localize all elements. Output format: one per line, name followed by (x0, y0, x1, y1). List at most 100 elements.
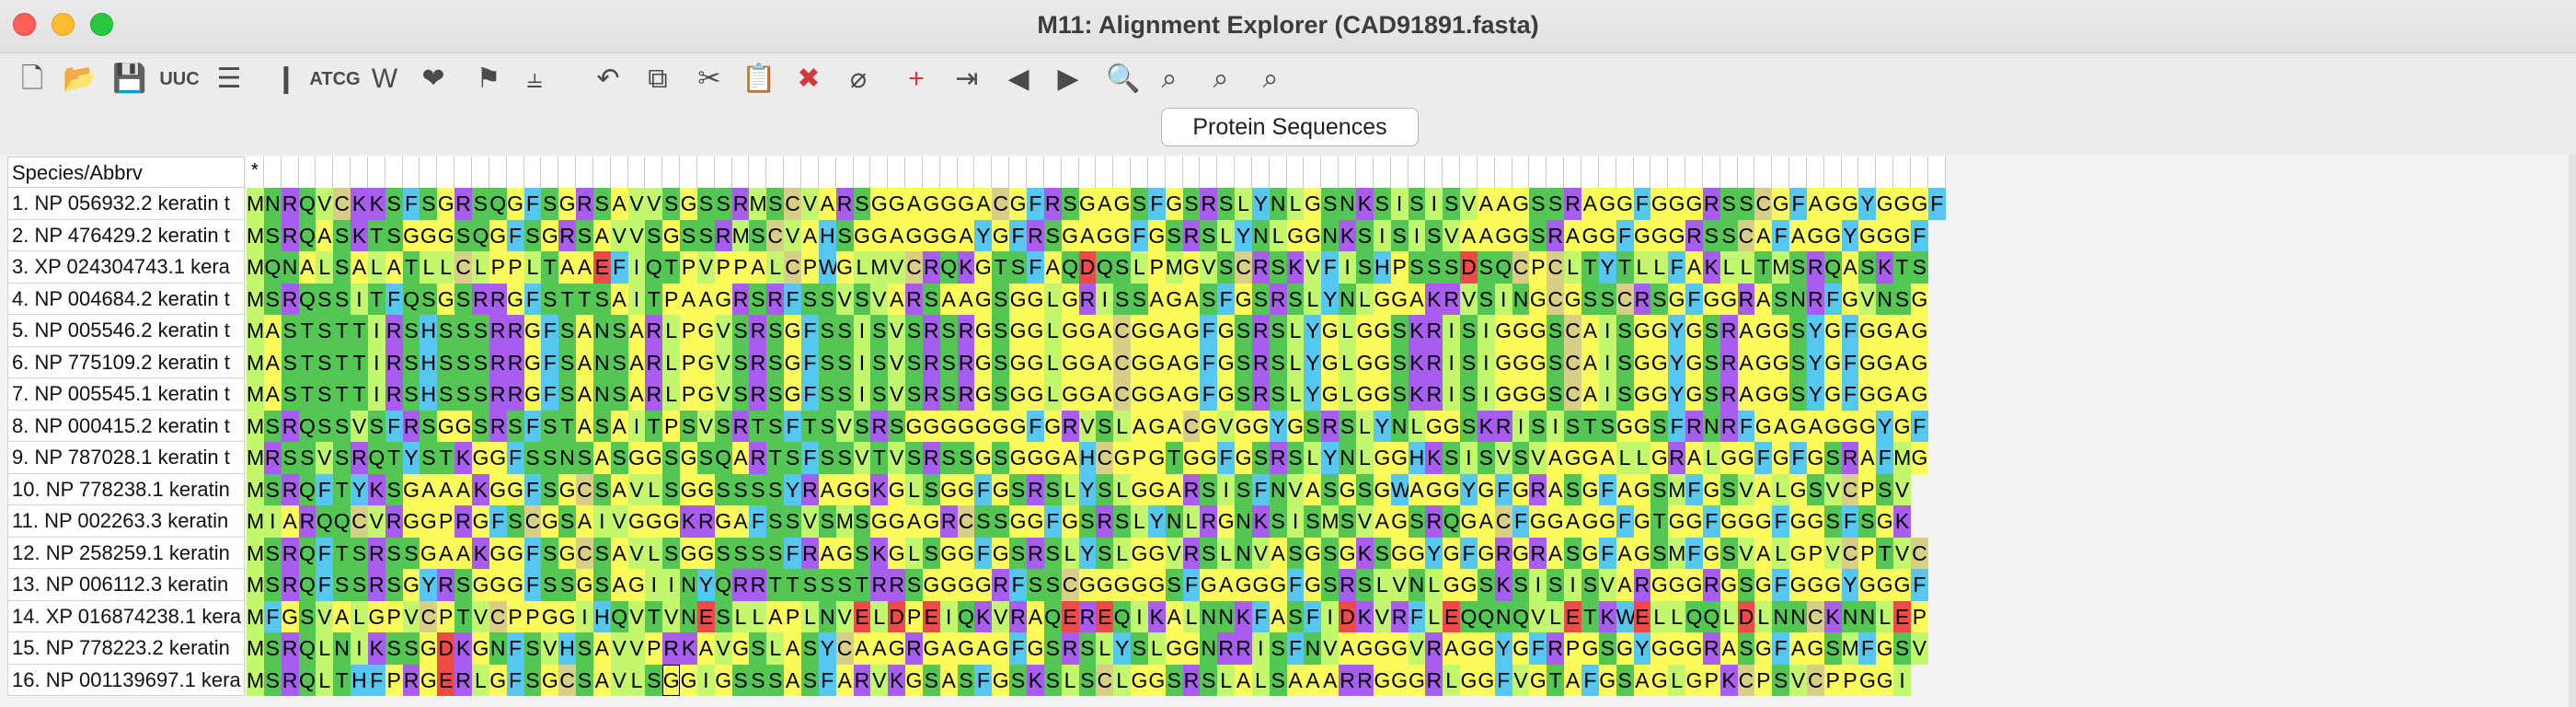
residue-cell[interactable]: G (576, 569, 593, 601)
residue-cell[interactable]: V (645, 188, 663, 220)
residue-cell[interactable]: G (1772, 442, 1790, 474)
residue-cell[interactable]: G (1858, 346, 1877, 378)
residue-cell[interactable]: Q (298, 473, 316, 505)
residue-cell[interactable]: S (1702, 346, 1720, 378)
residue-cell[interactable]: N (680, 600, 697, 632)
residue-cell[interactable]: L (1408, 410, 1426, 442)
residue-cell[interactable]: S (818, 505, 836, 538)
residue-cell[interactable]: S (1893, 632, 1911, 665)
residue-cell[interactable]: G (1078, 378, 1097, 411)
residue-cell[interactable]: C (1564, 378, 1581, 411)
residue-cell[interactable]: G (1165, 632, 1183, 665)
residue-cell[interactable]: F (1460, 537, 1478, 569)
residue-cell[interactable]: M (247, 537, 264, 569)
residue-cell[interactable]: S (1564, 410, 1581, 442)
residue-cell[interactable]: F (1789, 188, 1807, 220)
residue-cell[interactable]: G (1200, 410, 1218, 442)
residue-cell[interactable]: Q (298, 664, 316, 696)
residue-cell[interactable]: G (1460, 632, 1478, 665)
residue-cell[interactable]: G (1147, 315, 1166, 347)
residue-cell[interactable]: G (1737, 442, 1755, 474)
residue-cell[interactable]: S (558, 346, 577, 378)
residue-cell[interactable]: L (420, 251, 438, 284)
residue-cell[interactable]: L (1702, 442, 1720, 474)
residue-cell[interactable]: G (506, 283, 524, 315)
residue-cell[interactable]: C (1754, 188, 1773, 220)
species-name-row[interactable]: 15. NP 778223.2 keratin (7, 632, 245, 665)
residue-cell[interactable]: G (714, 283, 732, 315)
residue-cell[interactable]: Q (298, 219, 316, 251)
residue-cell[interactable]: C (1841, 473, 1859, 505)
residue-cell[interactable]: A (1147, 283, 1166, 315)
residue-cell[interactable]: A (1078, 219, 1097, 251)
residue-cell[interactable]: F (801, 346, 819, 378)
residue-cell[interactable]: G (1477, 632, 1495, 665)
residue-cell[interactable]: S (992, 283, 1010, 315)
residue-cell[interactable]: Y (1425, 537, 1443, 569)
residue-cell[interactable]: R (437, 569, 455, 601)
residue-cell[interactable]: S (263, 283, 282, 315)
residue-cell[interactable]: S (1078, 664, 1097, 696)
residue-cell[interactable]: G (1911, 442, 1928, 474)
residue-cell[interactable]: G (1165, 283, 1183, 315)
residue-cell[interactable]: G (784, 346, 801, 378)
residue-cell[interactable]: R (1251, 378, 1270, 411)
residue-cell[interactable]: Q (316, 505, 334, 538)
residue-cell[interactable]: V (1356, 505, 1374, 538)
residue-cell[interactable]: G (1147, 219, 1166, 251)
residue-cell[interactable]: S (870, 378, 889, 411)
residue-cell[interactable]: R (1633, 283, 1651, 315)
residue-cell[interactable]: T (558, 410, 577, 442)
residue-cell[interactable]: N (1876, 283, 1894, 315)
residue-cell[interactable]: Y (974, 219, 993, 251)
residue-cell[interactable]: S (437, 346, 455, 378)
residue-cell[interactable]: S (853, 537, 871, 569)
residue-cell[interactable]: A (731, 505, 750, 538)
residue-cell[interactable]: S (1321, 537, 1340, 569)
residue-cell[interactable]: V (870, 664, 889, 696)
residue-cell[interactable]: G (1494, 378, 1512, 411)
residue-cell[interactable]: V (627, 473, 646, 505)
residue-cell[interactable]: T (766, 569, 785, 601)
residue-cell[interactable]: G (1390, 442, 1409, 474)
residue-cell[interactable]: F (367, 664, 385, 696)
residue-cell[interactable]: V (784, 219, 801, 251)
residue-cell[interactable]: R (870, 410, 889, 442)
residue-cell[interactable]: A (627, 346, 646, 378)
residue-cell[interactable]: P (1911, 600, 1928, 632)
residue-cell[interactable]: G (1373, 346, 1391, 378)
residue-cell[interactable]: K (351, 219, 368, 251)
residue-cell[interactable]: S (351, 569, 368, 601)
residue-cell[interactable]: R (1182, 473, 1201, 505)
residue-cell[interactable]: S (1823, 632, 1842, 665)
residue-cell[interactable]: G (1633, 473, 1651, 505)
residue-cell[interactable]: G (992, 410, 1010, 442)
residue-cell[interactable]: G (506, 188, 524, 220)
residue-cell[interactable]: G (1789, 537, 1807, 569)
residue-cell[interactable]: M (1668, 537, 1685, 569)
residue-cell[interactable]: A (1564, 664, 1581, 696)
atcg-icon[interactable]: ATCG (309, 69, 361, 89)
species-name-row[interactable]: 11. NP 002263.3 keratin (7, 505, 245, 538)
residue-cell[interactable]: G (1321, 378, 1340, 411)
residue-cell[interactable]: I (1390, 188, 1409, 220)
residue-cell[interactable]: S (1009, 664, 1027, 696)
residue-cell[interactable]: R (385, 505, 403, 538)
residue-cell[interactable]: F (1598, 473, 1616, 505)
residue-cell[interactable]: S (420, 410, 438, 442)
residue-cell[interactable]: G (1460, 505, 1478, 538)
residue-cell[interactable]: G (1650, 188, 1669, 220)
residue-cell[interactable]: A (1789, 219, 1807, 251)
residue-cell[interactable]: S (1078, 632, 1097, 665)
residue-cell[interactable]: G (784, 315, 801, 347)
residue-cell[interactable]: R (1529, 473, 1547, 505)
residue-cell[interactable]: R (385, 315, 403, 347)
residue-cell[interactable]: G (1633, 219, 1651, 251)
residue-cell[interactable]: G (541, 600, 559, 632)
residue-cell[interactable]: E (1564, 600, 1581, 632)
residue-cell[interactable]: D (1737, 600, 1755, 632)
residue-cell[interactable]: V (1529, 442, 1547, 474)
residue-cell[interactable]: Y (1633, 632, 1651, 665)
species-name-row[interactable]: 4. NP 004684.2 keratin t (7, 283, 245, 315)
